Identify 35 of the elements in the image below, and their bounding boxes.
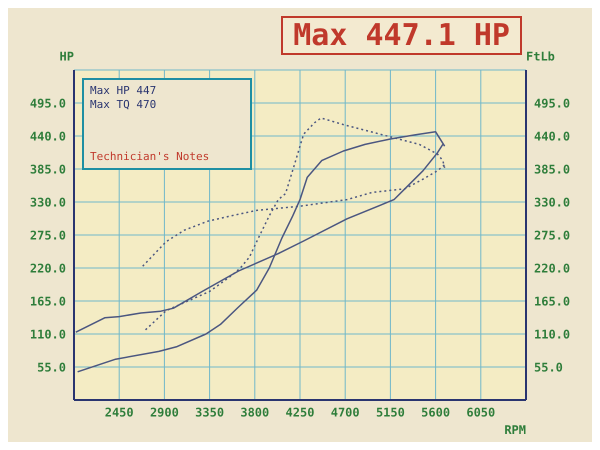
title-box: Max 447.1 HP	[281, 16, 522, 55]
annotation: Max HP 447	[90, 84, 158, 98]
y2-tick-label: 220.0	[534, 261, 570, 276]
y-tick-label: 110.0	[30, 327, 66, 342]
y2-tick-label: 440.0	[534, 129, 570, 144]
x-tick-label: 6050	[466, 406, 496, 420]
y2-tick-label: 385.0	[534, 162, 570, 176]
y-axis-title: HP	[60, 50, 74, 64]
y2-tick-label: 330.0	[534, 195, 570, 210]
y2-tick-label: 275.0	[534, 228, 570, 242]
y2-tick-label: 110.0	[534, 327, 570, 342]
y-tick-label: 220.0	[30, 261, 66, 276]
y2-tick-label: 495.0	[534, 96, 570, 110]
x-tick-label: 2450	[104, 406, 134, 420]
y2-axis-title: FtLb	[526, 50, 555, 64]
x-tick-label: 3800	[240, 406, 270, 420]
x-axis-title: RPM	[504, 423, 526, 437]
notes-box: Max HP 447 Max TQ 470 Technician's Notes	[82, 78, 252, 170]
x-tick-label: 4700	[330, 406, 360, 420]
y2-tick-label: 55.0	[534, 360, 563, 374]
x-tick-label: 2900	[150, 406, 179, 420]
x-tick-label: 5600	[421, 406, 450, 420]
y-tick-label: 165.0	[30, 294, 66, 308]
annotation: Technician's Notes	[90, 150, 210, 164]
y-tick-label: 495.0	[30, 96, 66, 110]
y2-tick-label: 165.0	[534, 294, 570, 308]
y-tick-label: 330.0	[30, 195, 66, 210]
x-tick-label: 4250	[286, 406, 314, 420]
y-tick-label: 385.0	[30, 162, 66, 176]
y-tick-label: 440.0	[30, 129, 66, 144]
x-tick-label: 5150	[376, 406, 405, 420]
x-tick-label: 3350	[195, 406, 224, 420]
y-tick-label: 275.0	[30, 228, 66, 242]
annotation: Max TQ 470	[90, 98, 158, 112]
y-tick-label: 55.0	[37, 360, 66, 374]
